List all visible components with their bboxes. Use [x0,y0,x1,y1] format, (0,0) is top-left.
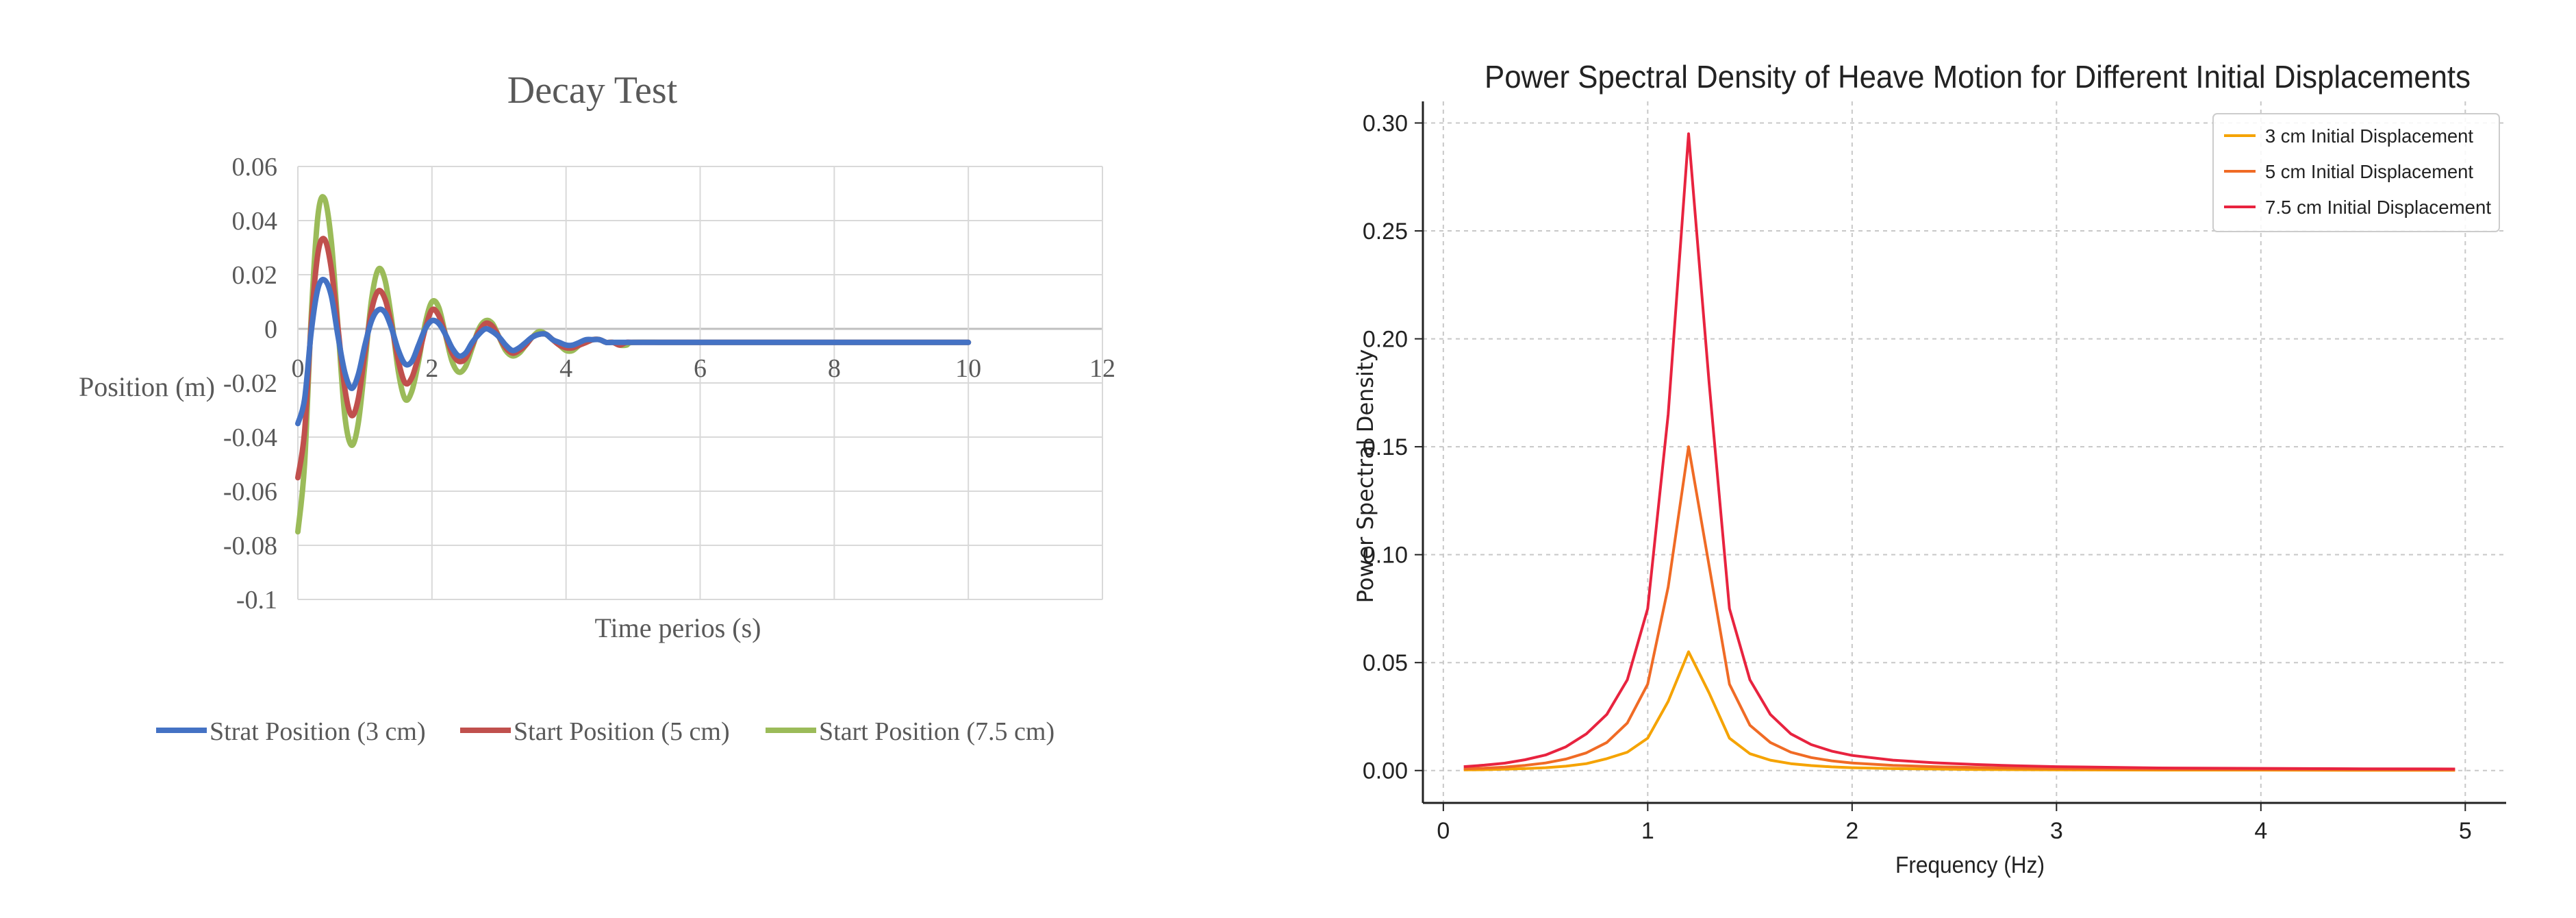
decay-y-tick-label: -0.08 [223,532,277,560]
decay-legend: Strat Position (3 cm) Start Position (5 … [156,717,1055,746]
psd-legend-entry-3cm: 3 cm Initial Displacement [2224,125,2473,147]
psd-y-tick-label: 0.00 [1363,758,1408,784]
decay-legend-label-3cm: Strat Position (3 cm) [210,717,426,746]
psd-x-tick-label: 2 [1845,818,1858,844]
psd-legend: 3 cm Initial Displacement 5 cm Initial D… [2212,113,2500,232]
psd-y-tick-label: 0.05 [1363,650,1408,676]
psd-legend-entry-7-5cm: 7.5 cm Initial Displacement [2224,197,2491,218]
decay-legend-label-5cm: Start Position (5 cm) [514,717,730,746]
psd-tick-labels: 0.00 0.05 0.10 0.15 0.20 0.25 0.30 0 1 2 3 4 5 [1363,111,2472,844]
decay-x-tick-label: 10 [955,354,981,383]
psd-y-tick-label: 0.30 [1363,111,1408,137]
decay-y-tick-label: 0 [264,315,277,344]
psd-legend-label-3cm: 3 cm Initial Displacement [2265,125,2473,147]
decay-x-tick-label: 8 [828,354,841,383]
psd-y-tick-label: 0.20 [1363,327,1408,353]
psd-axes [1415,101,2506,811]
psd-y-tick-label: 0.25 [1363,219,1408,245]
decay-test-chart: -0.1 -0.08 -0.06 -0.04 -0.02 0 0.02 0.04 0.06 0 2 4… [79,69,1115,746]
decay-y-tick-label: -0.04 [223,423,277,452]
psd-legend-label-7-5cm: 7.5 cm Initial Displacement [2265,197,2491,218]
psd-x-axis-label: Frequency (Hz) [1895,852,2045,878]
decay-x-tick-label: 6 [694,354,707,383]
psd-series-3-cm-initial-displacement [1463,650,2455,772]
decay-y-tick-label: 0.02 [232,261,278,290]
psd-x-tick-label: 4 [2254,818,2267,844]
psd-series-lines [1463,132,2455,772]
psd-x-tick-label: 3 [2050,818,2063,844]
decay-y-tick-label: -0.1 [236,586,277,615]
psd-x-tick-label: 1 [1641,818,1654,844]
decay-x-axis-label: Time perios (s) [595,612,761,643]
decay-chart-title: Decay Test [507,69,678,112]
decay-gridlines [297,166,1103,600]
decay-legend-entry-7-5cm: Start Position (7.5 cm) [766,717,1055,746]
psd-y-tick-label: 0.10 [1363,543,1408,569]
decay-legend-entry-3cm: Strat Position (3 cm) [156,717,426,746]
decay-y-tick-label: 0.06 [232,153,278,182]
decay-series-lines [295,194,972,535]
psd-y-tick-label: 0.15 [1363,434,1408,460]
psd-legend-label-5cm: 5 cm Initial Displacement [2265,161,2473,182]
decay-legend-label-7-5cm: Start Position (7.5 cm) [819,717,1055,746]
decay-x-tick-label: 2 [425,354,438,383]
psd-x-tick-label: 5 [2459,818,2472,844]
decay-legend-entry-5cm: Start Position (5 cm) [460,717,730,746]
decay-x-tick-label: 12 [1089,354,1115,383]
psd-series-7-5-cm-initial-displacement [1463,132,2455,771]
psd-legend-entry-5cm: 5 cm Initial Displacement [2224,161,2473,182]
decay-y-axis-label: Position (m) [79,371,215,402]
decay-y-tick-label: 0.04 [232,207,278,236]
decay-series-strat-position-3-cm [295,277,972,427]
decay-tick-labels: -0.1 -0.08 -0.06 -0.04 -0.02 0 0.02 0.04 0.06 0 2 4… [223,153,1115,615]
psd-series-5-cm-initial-displacement [1463,445,2455,771]
decay-x-tick-label: 0 [292,354,305,383]
decay-y-tick-label: -0.02 [223,369,277,398]
psd-chart: 0.00 0.05 0.10 0.15 0.20 0.25 0.30 0 1 2 3 4 5 Power… [1352,59,2506,878]
decay-x-tick-label: 4 [559,354,572,383]
psd-legend-box [2212,113,2500,232]
psd-chart-title: Power Spectral Density of Heave Motion f… [1485,59,2471,95]
psd-y-axis-label: Power Spectral Density [1352,349,1378,604]
psd-x-tick-label: 0 [1437,818,1450,844]
decay-y-tick-label: -0.06 [223,477,277,506]
